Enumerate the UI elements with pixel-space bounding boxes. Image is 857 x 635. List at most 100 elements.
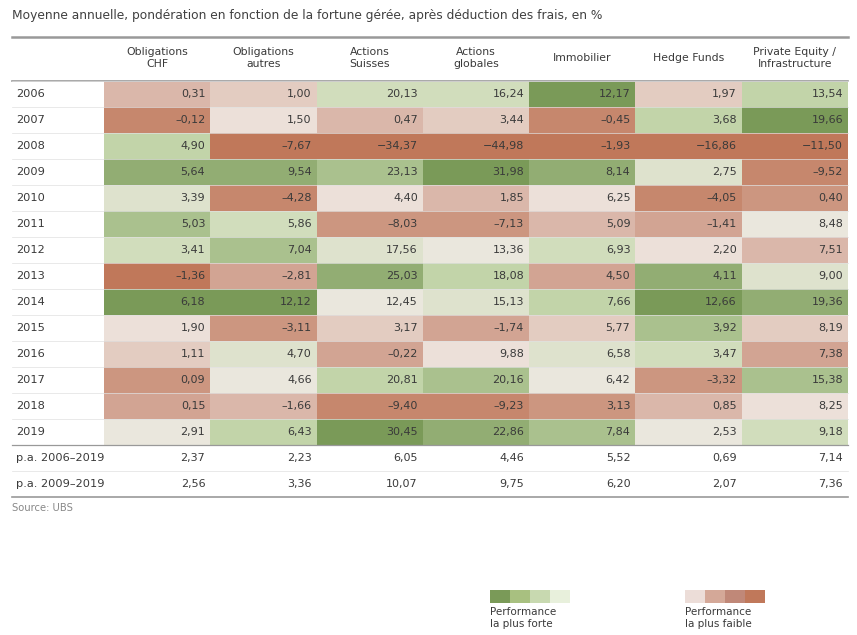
Bar bbox=[741, 237, 848, 263]
Text: 31,98: 31,98 bbox=[493, 167, 524, 177]
Text: –9,40: –9,40 bbox=[387, 401, 418, 411]
Text: 2008: 2008 bbox=[16, 141, 45, 151]
Text: 5,52: 5,52 bbox=[606, 453, 631, 463]
Bar bbox=[316, 81, 423, 107]
Bar bbox=[529, 419, 635, 445]
Text: 2,91: 2,91 bbox=[181, 427, 206, 437]
Text: –3,11: –3,11 bbox=[281, 323, 312, 333]
Text: 5,86: 5,86 bbox=[287, 219, 312, 229]
Bar bbox=[210, 263, 316, 289]
Text: 4,40: 4,40 bbox=[393, 193, 418, 203]
Bar bbox=[210, 107, 316, 133]
Bar bbox=[316, 237, 423, 263]
Bar bbox=[510, 590, 530, 603]
Bar bbox=[741, 289, 848, 315]
Text: 8,19: 8,19 bbox=[818, 323, 843, 333]
Text: 9,18: 9,18 bbox=[818, 427, 843, 437]
Bar bbox=[741, 367, 848, 393]
Text: 2018: 2018 bbox=[16, 401, 45, 411]
Bar bbox=[741, 107, 848, 133]
Text: 12,12: 12,12 bbox=[280, 297, 312, 307]
Text: 6,18: 6,18 bbox=[181, 297, 206, 307]
Bar bbox=[635, 315, 741, 341]
Text: 13,36: 13,36 bbox=[493, 245, 524, 255]
Bar bbox=[316, 315, 423, 341]
Text: 4,66: 4,66 bbox=[287, 375, 312, 385]
Text: 2,20: 2,20 bbox=[712, 245, 737, 255]
Text: 2007: 2007 bbox=[16, 115, 45, 125]
Text: 3,47: 3,47 bbox=[712, 349, 737, 359]
Text: 1,97: 1,97 bbox=[712, 89, 737, 99]
Bar bbox=[635, 341, 741, 367]
Text: 15,13: 15,13 bbox=[493, 297, 524, 307]
Text: 5,77: 5,77 bbox=[606, 323, 631, 333]
Text: 1,90: 1,90 bbox=[181, 323, 206, 333]
Bar bbox=[423, 185, 529, 211]
Bar bbox=[316, 263, 423, 289]
Bar bbox=[423, 341, 529, 367]
Bar bbox=[741, 393, 848, 419]
Text: –4,28: –4,28 bbox=[281, 193, 312, 203]
Text: 1,85: 1,85 bbox=[500, 193, 524, 203]
Text: 0,40: 0,40 bbox=[818, 193, 843, 203]
Text: –0,22: –0,22 bbox=[387, 349, 418, 359]
Bar bbox=[529, 263, 635, 289]
Text: Moyenne annuelle, pondération en fonction de la fortune gérée, après déduction d: Moyenne annuelle, pondération en fonctio… bbox=[12, 9, 602, 22]
Text: 2011: 2011 bbox=[16, 219, 45, 229]
Text: –0,45: –0,45 bbox=[600, 115, 631, 125]
Text: 3,39: 3,39 bbox=[181, 193, 206, 203]
Text: 7,51: 7,51 bbox=[818, 245, 843, 255]
Bar bbox=[705, 590, 725, 603]
Text: 2,23: 2,23 bbox=[287, 453, 312, 463]
Text: Hedge Funds: Hedge Funds bbox=[653, 53, 724, 63]
Bar bbox=[635, 289, 741, 315]
Text: –1,93: –1,93 bbox=[600, 141, 631, 151]
Bar bbox=[529, 159, 635, 185]
Text: 6,58: 6,58 bbox=[606, 349, 631, 359]
Bar bbox=[423, 419, 529, 445]
Bar bbox=[104, 393, 210, 419]
Text: Performance
la plus faible: Performance la plus faible bbox=[685, 607, 752, 629]
Text: 2,75: 2,75 bbox=[712, 167, 737, 177]
Bar bbox=[316, 159, 423, 185]
Bar bbox=[104, 81, 210, 107]
Text: Actions
globales: Actions globales bbox=[453, 47, 499, 69]
Text: Obligations
autres: Obligations autres bbox=[232, 47, 294, 69]
Bar bbox=[210, 185, 316, 211]
Text: p.a. 2009–2019: p.a. 2009–2019 bbox=[16, 479, 105, 489]
Bar bbox=[316, 133, 423, 159]
Text: 3,17: 3,17 bbox=[393, 323, 418, 333]
Text: 6,42: 6,42 bbox=[606, 375, 631, 385]
Text: 3,68: 3,68 bbox=[712, 115, 737, 125]
Text: 7,38: 7,38 bbox=[818, 349, 843, 359]
Text: –4,05: –4,05 bbox=[706, 193, 737, 203]
Bar bbox=[423, 81, 529, 107]
Text: Immobilier: Immobilier bbox=[553, 53, 612, 63]
Bar bbox=[529, 107, 635, 133]
Text: 2014: 2014 bbox=[16, 297, 45, 307]
Bar bbox=[635, 237, 741, 263]
Bar bbox=[635, 159, 741, 185]
Text: Performance
la plus forte: Performance la plus forte bbox=[490, 607, 556, 629]
Bar bbox=[423, 107, 529, 133]
Text: Private Equity /
Infrastructure: Private Equity / Infrastructure bbox=[753, 47, 836, 69]
Bar bbox=[550, 590, 570, 603]
Text: –7,13: –7,13 bbox=[494, 219, 524, 229]
Bar bbox=[741, 133, 848, 159]
Bar bbox=[741, 341, 848, 367]
Text: 1,00: 1,00 bbox=[287, 89, 312, 99]
Text: 2015: 2015 bbox=[16, 323, 45, 333]
Text: –2,81: –2,81 bbox=[281, 271, 312, 281]
Bar bbox=[104, 237, 210, 263]
Bar bbox=[635, 185, 741, 211]
Text: –7,67: –7,67 bbox=[281, 141, 312, 151]
Bar bbox=[529, 81, 635, 107]
Text: 5,09: 5,09 bbox=[606, 219, 631, 229]
Text: –0,12: –0,12 bbox=[175, 115, 206, 125]
Text: 18,08: 18,08 bbox=[493, 271, 524, 281]
Bar bbox=[210, 419, 316, 445]
Text: 2010: 2010 bbox=[16, 193, 45, 203]
Bar bbox=[316, 107, 423, 133]
Bar bbox=[210, 81, 316, 107]
Text: 9,00: 9,00 bbox=[818, 271, 843, 281]
